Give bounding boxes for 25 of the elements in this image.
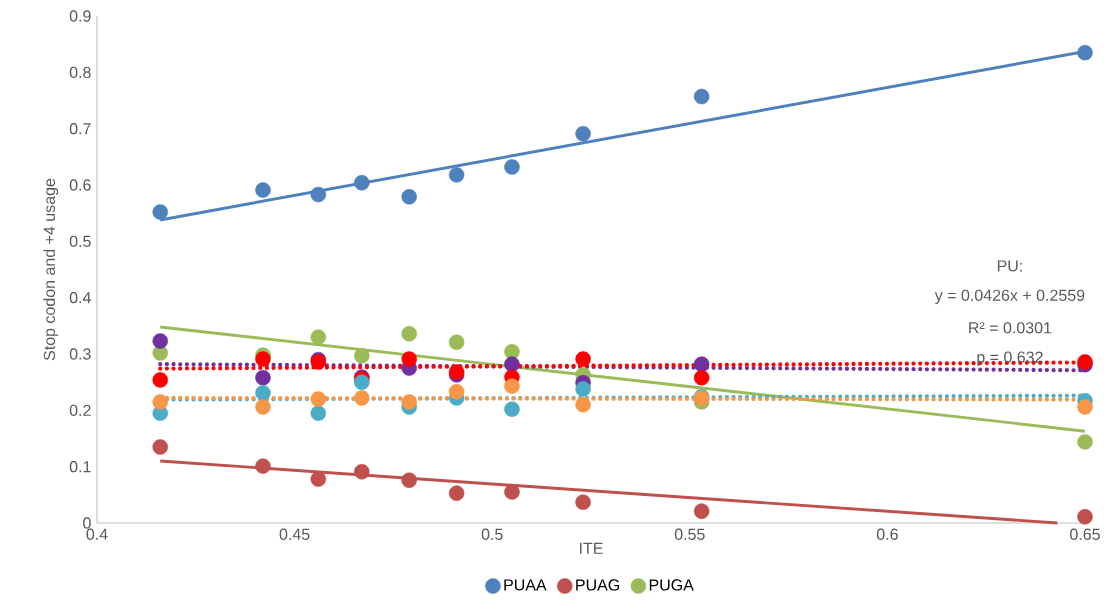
y-tick-label: 0.3 [69,348,91,360]
x-tick-label: 0.45 [279,528,310,540]
legend-label: PUAG [576,579,620,591]
annotation: PU: [997,260,1022,272]
x-axis-title: ITE [580,542,603,554]
x-tick-label: 0.65 [1070,528,1100,540]
legend-label: PUAA [504,579,547,591]
y-tick-label: 0.1 [69,461,91,473]
x-tick-label: 0.4 [86,528,108,540]
annotation: p = 0.632 [977,351,1043,366]
y-tick-label: 0.5 [69,235,91,247]
y-tick-label: 0.2 [69,404,91,416]
legend-label: PUGA [649,579,694,591]
y-tick-label: 0.7 [69,123,91,135]
y-tick-label: 0.8 [69,66,91,78]
y-axis-title: Stop codon and +4 usage [43,178,59,361]
annotation: R² = 0.0301 [969,322,1052,334]
y-tick-label: 0.9 [69,10,91,22]
y-tick-label: 0.4 [69,292,91,304]
x-tick-label: 0.6 [876,528,898,540]
x-tick-label: 0.5 [481,528,503,540]
y-tick-label: 0.6 [69,179,91,191]
x-tick-label: 0.55 [674,528,705,540]
y-tick-label: 0 [83,517,91,529]
annotation: y = 0.0426x + 0.2559 [934,289,1085,305]
